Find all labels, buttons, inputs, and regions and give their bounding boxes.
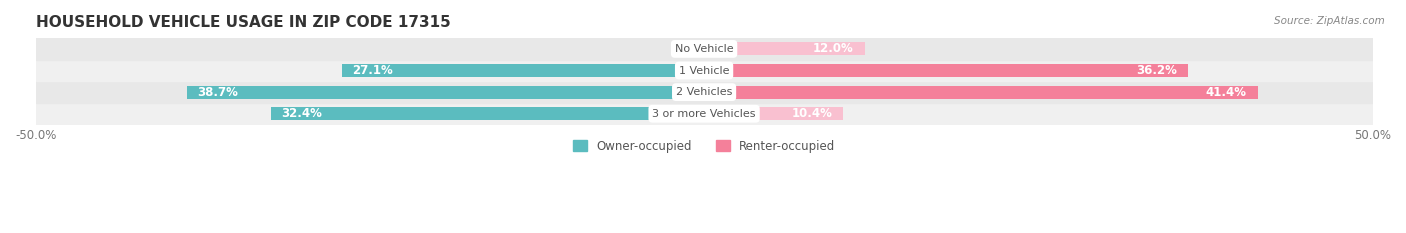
Text: 1.8%: 1.8% <box>690 42 724 55</box>
Bar <box>704 86 1257 99</box>
Text: HOUSEHOLD VEHICLE USAGE IN ZIP CODE 17315: HOUSEHOLD VEHICLE USAGE IN ZIP CODE 1731… <box>35 15 450 30</box>
Text: 2 Vehicles: 2 Vehicles <box>676 87 733 97</box>
Text: Source: ZipAtlas.com: Source: ZipAtlas.com <box>1274 16 1385 26</box>
Bar <box>342 64 704 77</box>
Text: 10.4%: 10.4% <box>792 107 832 120</box>
Text: 36.2%: 36.2% <box>1136 64 1177 77</box>
Text: 38.7%: 38.7% <box>197 86 238 99</box>
Bar <box>704 64 1188 77</box>
Bar <box>187 86 704 99</box>
Bar <box>704 42 865 55</box>
Text: 3 or more Vehicles: 3 or more Vehicles <box>652 109 756 119</box>
Bar <box>35 60 1372 81</box>
Bar <box>704 107 844 120</box>
Text: 12.0%: 12.0% <box>813 42 853 55</box>
Bar <box>681 42 704 55</box>
Bar <box>271 107 704 120</box>
Bar <box>35 103 1372 124</box>
Text: 27.1%: 27.1% <box>353 64 394 77</box>
Bar <box>35 38 1372 60</box>
Text: 32.4%: 32.4% <box>281 107 322 120</box>
Text: No Vehicle: No Vehicle <box>675 44 734 54</box>
Bar <box>35 81 1372 103</box>
Legend: Owner-occupied, Renter-occupied: Owner-occupied, Renter-occupied <box>568 135 841 158</box>
Text: 1 Vehicle: 1 Vehicle <box>679 65 730 75</box>
Text: 41.4%: 41.4% <box>1206 86 1247 99</box>
